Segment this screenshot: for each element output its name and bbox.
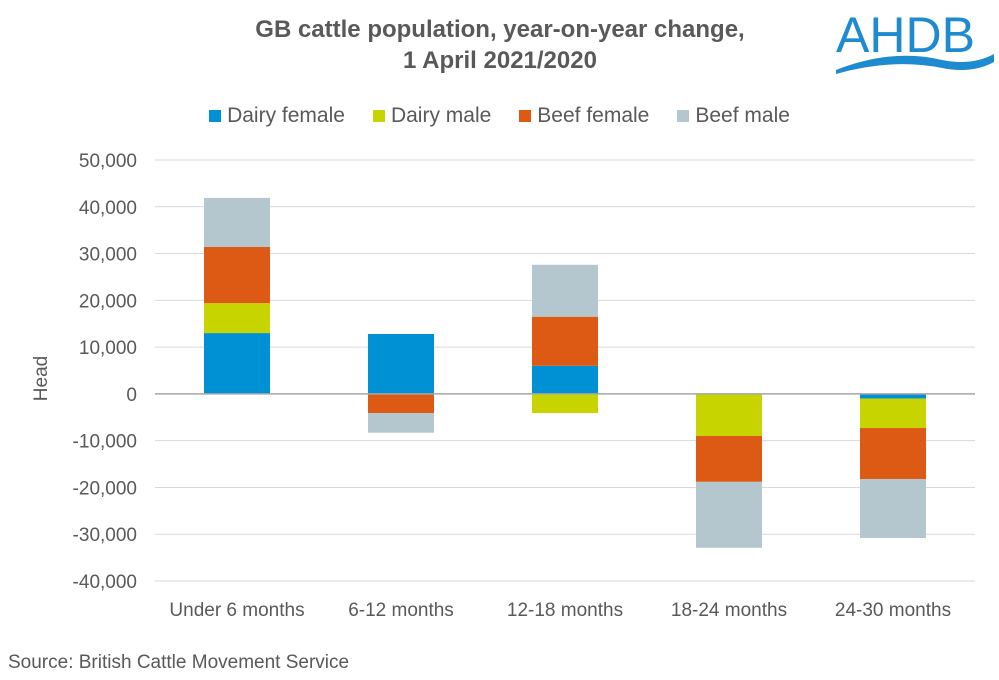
y-tick-label: -40,000 [73, 572, 137, 593]
legend-item: Beef female [519, 104, 649, 128]
ahdb-logo: AHDB [836, 7, 994, 74]
bar-beef-female [696, 435, 762, 482]
y-axis-label: Head [31, 356, 52, 401]
bar-dairy-male [696, 393, 762, 436]
legend-item: Dairy male [372, 104, 492, 128]
x-tick-label: 12-18 months [507, 600, 623, 621]
bar-beef-female [204, 247, 270, 304]
bar-beef-female [368, 393, 434, 414]
legend-label: Beef male [695, 104, 790, 127]
legend-label: Dairy male [390, 104, 492, 127]
bar-beef-female [860, 428, 926, 480]
bar-beef-male [204, 197, 270, 248]
bar-beef-male [368, 413, 434, 433]
y-tick-label: -20,000 [73, 478, 137, 499]
y-tick-label: 20,000 [79, 291, 137, 312]
logo-text: AHDB [836, 7, 975, 63]
x-tick-label: 24-30 months [835, 600, 951, 621]
title-line-2: 1 April 2021/2020 [403, 47, 597, 74]
legend-item: Dairy female [209, 104, 345, 128]
legend-item: Beef male [677, 104, 790, 128]
legend-swatch [677, 110, 690, 122]
y-tick-label: -10,000 [73, 432, 137, 453]
bar-dairy-male [204, 303, 270, 334]
x-tick-label: 6-12 months [348, 600, 454, 621]
bar-dairy-female [368, 334, 434, 394]
bar-beef-male [860, 479, 926, 538]
legend-swatch [519, 110, 532, 122]
chart-title: GB cattle population, year-on-year chang… [150, 14, 850, 76]
bar-dairy-male [532, 393, 598, 414]
bar-dairy-female [204, 333, 270, 394]
bar-beef-male [532, 264, 598, 317]
legend: Dairy female Dairy male Beef female Beef ma… [0, 104, 999, 128]
bar-dairy-female [532, 365, 598, 394]
legend-label: Dairy female [227, 104, 345, 127]
legend-swatch [372, 110, 385, 122]
title-line-1: GB cattle population, year-on-year chang… [255, 16, 745, 43]
bar-beef-male [696, 481, 762, 548]
y-tick-label: 40,000 [79, 198, 137, 219]
x-tick-label: Under 6 months [169, 600, 304, 621]
legend-swatch [209, 110, 222, 122]
bar-dairy-female [860, 393, 926, 399]
y-tick-label: -30,000 [73, 525, 137, 546]
legend-label: Beef female [537, 104, 650, 127]
source-note: Source: British Cattle Movement Service [8, 652, 350, 673]
y-tick-label: 0 [126, 385, 137, 406]
bar-dairy-male [860, 398, 926, 429]
y-tick-label: 10,000 [79, 338, 137, 359]
y-tick-label: 50,000 [79, 151, 137, 172]
y-tick-label: 30,000 [79, 245, 137, 266]
x-tick-label: 18-24 months [671, 600, 787, 621]
bar-beef-female [532, 316, 598, 366]
